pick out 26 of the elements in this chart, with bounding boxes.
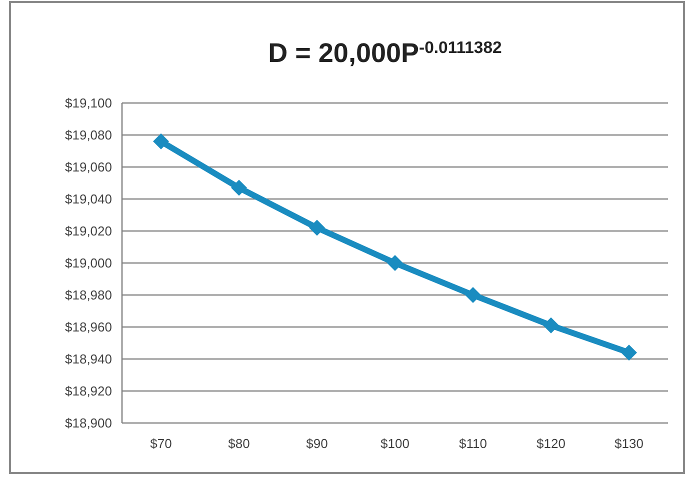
y-tick-label: $18,940 bbox=[65, 352, 112, 367]
x-tick-label: $120 bbox=[536, 436, 566, 451]
point bbox=[543, 317, 559, 334]
y-tick-label: $19,060 bbox=[65, 160, 112, 175]
x-tick-label: $90 bbox=[306, 436, 328, 451]
chart-title: D = 20,000P$^{-0.0111382}$ bbox=[268, 38, 502, 68]
x-tick-label: $70 bbox=[150, 436, 172, 451]
y-tick-label: $19,080 bbox=[65, 128, 112, 143]
x-tick-label: $130 bbox=[614, 436, 644, 451]
x-tick-label: $100 bbox=[380, 436, 410, 451]
y-tick-label: $19,020 bbox=[65, 224, 112, 239]
y-tick-label: $18,900 bbox=[65, 416, 112, 431]
x-tick-label: $80 bbox=[228, 436, 250, 451]
y-tick-label: $19,100 bbox=[65, 96, 112, 111]
y-tick-label: $19,000 bbox=[65, 256, 112, 271]
point bbox=[231, 180, 247, 196]
x-tick-label: $110 bbox=[459, 436, 487, 451]
y-tick-label: $19,040 bbox=[65, 192, 112, 207]
point bbox=[309, 220, 325, 236]
y-tick-label: $18,980 bbox=[65, 288, 112, 303]
point bbox=[153, 133, 169, 150]
point bbox=[621, 344, 637, 361]
point bbox=[387, 255, 403, 271]
y-tick-label: $18,920 bbox=[65, 384, 112, 399]
point bbox=[465, 287, 481, 303]
y-tick-label: $18,960 bbox=[65, 320, 112, 335]
